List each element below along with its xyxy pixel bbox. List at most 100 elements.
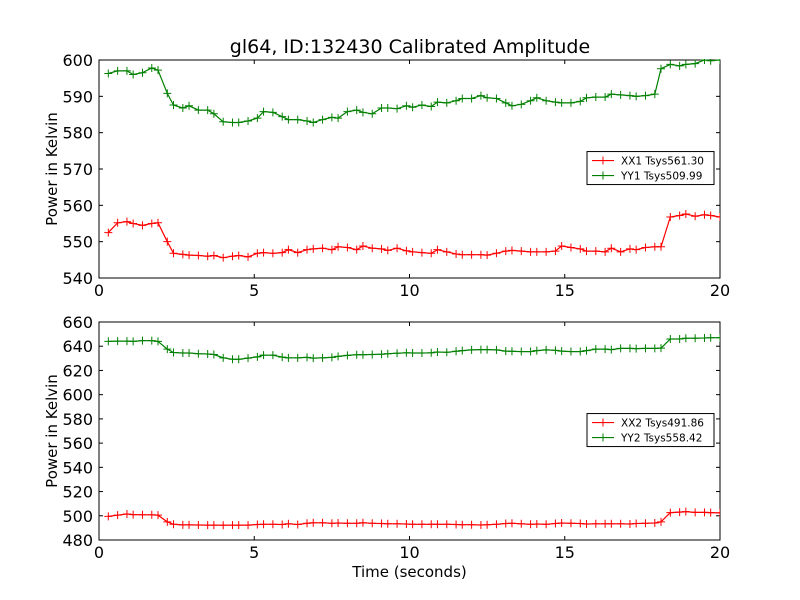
panel-2-series-1-point — [458, 520, 467, 529]
panel-1-series-1-point — [358, 242, 367, 251]
panel-1-series-1 — [104, 210, 720, 262]
panel-2-series-2-point — [408, 349, 417, 358]
panel-1-series-1-point — [641, 243, 650, 252]
panel-1-series-1-point — [700, 210, 709, 219]
panel-2-series-2-point — [368, 350, 377, 359]
panel-1-series-1-point — [309, 244, 318, 253]
panel-2-series-1-point — [318, 518, 327, 527]
panel-2-series-2-point — [284, 353, 293, 362]
panel-1-series-1-point — [234, 251, 243, 260]
panel-1-series-2-point — [358, 108, 367, 117]
panel-1-series-2-point — [591, 93, 600, 102]
panel-2-series-1-point — [517, 519, 526, 528]
panel-2-series-1-point — [557, 519, 566, 528]
panel-1-legend-box — [586, 151, 715, 186]
panel-1-series-2-point — [309, 118, 318, 127]
panel-2-series-2-point — [716, 333, 720, 342]
chart-title: gl64, ID:132430 Calibrated Amplitude — [230, 36, 590, 58]
panel-2-series-1-point — [129, 510, 138, 519]
panel-2-series-1-point — [467, 520, 476, 529]
panel-2-series-1-point — [442, 520, 451, 529]
panel-2-series-1-point — [383, 519, 392, 528]
panel-1-series-1-point — [228, 252, 237, 261]
panel-2-series-1-point — [706, 508, 715, 517]
panel-1-xtick-label: 0 — [94, 281, 104, 300]
panel-1-ytick-label: 600 — [62, 51, 93, 70]
panel-2-series-2-point — [542, 345, 551, 354]
panel-1-series-1-point — [393, 244, 402, 253]
panel-2-series-2-point — [417, 349, 426, 358]
panel-1-series-2-point — [657, 64, 666, 73]
panel-1-series-2-point — [352, 106, 361, 115]
panel-1-series-2-point — [467, 94, 476, 103]
panel-1-series-2-point — [284, 115, 293, 124]
panel-1-ytick-label: 560 — [62, 196, 93, 215]
panel-2-series-1-point — [113, 511, 122, 520]
panel-2-series-1-point — [666, 508, 675, 517]
panel-2-series-2-point — [551, 346, 560, 355]
panel-2-series-1-point — [641, 519, 650, 528]
panel-1-series-2-point — [716, 59, 720, 64]
panel-1-series-1-point — [113, 218, 122, 227]
panel-2-series-1-point — [681, 507, 690, 516]
panel-2-series-1-point — [408, 520, 417, 529]
panel-1-ytick-label: 540 — [62, 269, 93, 288]
panel-1-series-1-point — [616, 247, 625, 256]
panel-1-series-2-point — [458, 94, 467, 103]
panel-1-series-2-point — [576, 97, 585, 106]
panel-2-series-1-point — [507, 519, 516, 528]
panel-1-series-2 — [104, 59, 720, 127]
panel-1-series-1-point — [253, 249, 262, 258]
panel-2-series-1-point — [259, 520, 268, 529]
panel-2-series-2-point — [467, 345, 476, 354]
panel-1-series-2-point — [203, 106, 212, 115]
panel-2-series-2-point — [327, 353, 336, 362]
panel-1-series-1-point — [303, 245, 312, 254]
panel-1-series-1-point — [625, 244, 634, 253]
panel-1-series-1-point — [666, 212, 675, 221]
panel-1-series-2-point — [641, 91, 650, 100]
panel-1-series-2-point — [542, 96, 551, 105]
panel-2-ytick-label: 640 — [62, 337, 93, 356]
panel-2-series-2-point — [383, 349, 392, 358]
panel-2-legend-marker — [599, 433, 607, 442]
panel-1-series-1-point — [327, 245, 336, 254]
panel-2-series-1-point — [268, 520, 277, 529]
panel-1-series-1-point — [532, 247, 541, 256]
panel-2-legend: XX2 Tsys491.86 YY2 Tsys558.42 — [586, 413, 715, 448]
panel-1-series-2-point — [483, 93, 492, 102]
panel-1-series-2-point — [185, 101, 194, 110]
panel-2-series-1-point — [104, 512, 113, 521]
panel-2-series-2-point — [632, 344, 641, 353]
panel-1-series-1-point — [458, 250, 467, 259]
panel-2-series-2-point — [433, 348, 442, 357]
panel-1-legend-label: YY1 Tsys509.99 — [620, 171, 702, 183]
panel-2-series-2-point — [452, 347, 461, 356]
panel-1-series-1-point — [219, 253, 228, 262]
panel-2-ytick-label: 560 — [62, 434, 93, 453]
panel-2-series-1-point — [234, 521, 243, 530]
panel-1-series-2-point — [551, 98, 560, 107]
panel-1-series-1-point — [368, 244, 377, 253]
panel-1-series-2-point — [153, 66, 162, 75]
panel-2-ytick-label: 600 — [62, 386, 93, 405]
panel-2-series-1-point — [716, 508, 720, 517]
panel-1-series-1-point — [203, 252, 212, 261]
panel-1: 0 5 10 15 20 540 550 560 570 580 590 600 Power in Ke… — [43, 51, 730, 300]
panel-2-series-1-point — [591, 519, 600, 528]
panel-2-series-2-point — [334, 352, 343, 361]
panel-1-series-2-point — [334, 114, 343, 123]
panel-1-series-1-point — [557, 242, 566, 251]
panel-2-legend-marker — [599, 418, 607, 427]
panel-1-xtick-label: 15 — [555, 281, 575, 300]
panel-1-series-2-point — [234, 118, 243, 127]
panel-2-series-1-point — [194, 520, 203, 529]
panel-1-xtick-label: 20 — [710, 281, 730, 300]
panel-1-series-1-point — [716, 212, 720, 221]
panel-2: 0 5 10 15 20 480 500 520 540 560 580 600 620 640 660 Po… — [43, 313, 730, 581]
panel-1-series-2-point — [625, 91, 634, 100]
panel-1-series-1-point — [542, 247, 551, 256]
panel-2-series-1-point — [293, 520, 302, 529]
panel-2-series-1-point — [244, 521, 253, 530]
panel-2-series-1-point — [417, 520, 426, 529]
